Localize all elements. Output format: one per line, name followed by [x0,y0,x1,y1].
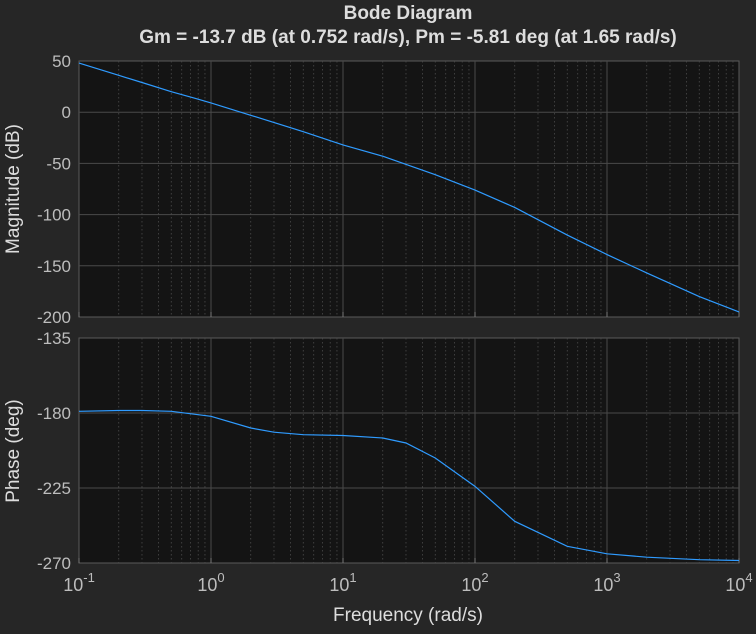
y-tick-label: -50 [46,154,71,173]
magnitude-ylabel: Magnitude (dB) [3,124,24,254]
y-tick-label: 0 [62,103,71,122]
y-tick-label: -135 [37,329,71,348]
x-tick-label: 104 [725,570,752,595]
y-tick-label: -100 [37,206,71,225]
y-tick-label: 50 [52,52,71,71]
phase-series-line [78,409,740,562]
magnitude-series-line [78,62,740,313]
y-tick-label: -225 [37,479,71,498]
figure-subtitle: Gm = -13.7 dB (at 0.752 rad/s), Pm = -5.… [139,27,677,48]
frequency-xlabel: Frequency (rad/s) [333,605,483,626]
phase-ylabel: Phase (deg) [3,399,24,503]
y-tick-label: -180 [37,404,71,423]
y-tick-label: -200 [37,308,71,327]
x-tick-label: 101 [329,570,356,595]
magnitude-axes: Magnitude (dB) 50 0 -50 -100 -150 -200 [3,52,740,327]
figure-title: Bode Diagram [344,3,473,24]
x-tick-label: 10-1 [63,570,95,595]
y-tick-label: -270 [37,554,71,573]
y-tick-label: -150 [37,257,71,276]
x-tick-label: 103 [593,570,620,595]
magnitude-axes-background [78,60,740,318]
phase-axes-background [78,337,740,564]
x-tick-label: 102 [461,570,488,595]
x-tick-label: 100 [197,570,224,595]
